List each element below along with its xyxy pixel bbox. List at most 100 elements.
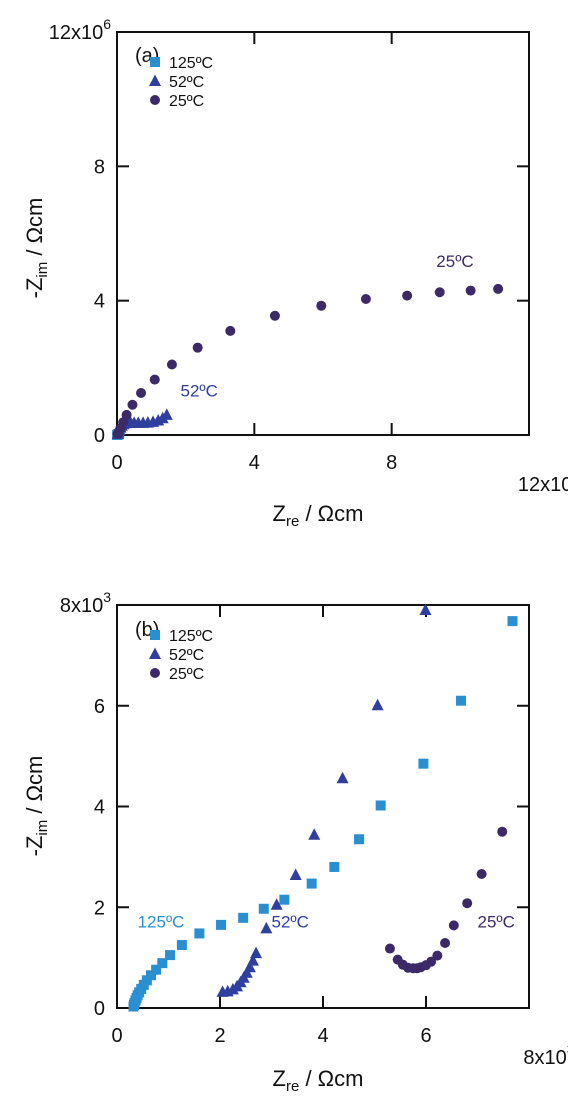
y-tick-label: 0: [94, 998, 105, 1020]
panel-a-y-axis-label-main: -Z: [22, 278, 47, 299]
data-point-square: [354, 834, 365, 845]
y-tick-label: 4: [94, 291, 105, 313]
annotation-label: 25ºC: [478, 912, 515, 931]
data-point-square: [306, 878, 317, 889]
panel-a-x-axis-label-main: Z: [273, 501, 286, 526]
panel-a-x-axis-label-unit: / Ωcm: [299, 501, 363, 526]
data-point-circle: [476, 869, 487, 880]
data-point-square: [279, 894, 290, 905]
y-tick-label: 4: [94, 797, 105, 819]
x-tick-label: 2: [214, 1025, 225, 1047]
panel-b-legend: 125ºC 52ºC 25ºC: [149, 628, 213, 683]
panel-a-ticks: [117, 32, 529, 435]
panel-a-x-axis-label-sub: re: [286, 513, 299, 530]
annotation-label: 52ºC: [181, 381, 218, 400]
x-tick-exponent: 3: [567, 1041, 568, 1057]
panel-a-legend: 125ºC 52ºC 25ºC: [149, 55, 213, 110]
data-point-circle: [127, 399, 138, 410]
x-tick-label: 0: [111, 452, 122, 474]
data-point-circle: [434, 287, 445, 298]
y-tick-label: 8: [94, 156, 105, 178]
data-point-square: [141, 975, 152, 986]
annotation-label: 25ºC: [436, 252, 473, 271]
x-tick-label: 4: [249, 452, 260, 474]
data-point-square: [329, 861, 340, 872]
y-tick-label: 12x106: [49, 16, 112, 44]
x-tick-label: 4: [317, 1025, 328, 1047]
legend-marker-circle: [150, 668, 160, 678]
data-point-circle: [360, 293, 371, 304]
data-point-circle: [493, 283, 504, 294]
data-point-square: [194, 928, 205, 939]
x-tick-label: 8: [386, 452, 397, 474]
data-point-circle: [316, 300, 327, 311]
data-point-triangle: [160, 408, 173, 420]
panel-b-data-points: [128, 603, 518, 1012]
panel-b-annotations: 125ºC 52ºC 25ºC: [138, 912, 515, 931]
data-point-circle: [465, 285, 476, 296]
legend-entry-label: 125ºC: [169, 628, 213, 645]
data-point-circle: [225, 325, 236, 336]
x-tick-label: 6: [420, 1025, 431, 1047]
data-point-triangle: [289, 868, 302, 881]
data-point-circle: [269, 310, 280, 321]
data-point-circle: [384, 943, 395, 954]
data-point-triangle: [246, 954, 259, 966]
panel-b-y-axis-label-unit: / Ωcm: [22, 756, 47, 820]
legend-entry-label: 52ºC: [169, 74, 204, 91]
panel-a-y-axis-label-sub: im: [34, 262, 51, 278]
panel-b-x-axis-label-main: Z: [273, 1066, 286, 1091]
y-tick-label: 8x103: [60, 589, 111, 617]
y-tick-label: 2: [94, 897, 105, 919]
data-point-circle: [166, 359, 177, 370]
annotation-label: 52ºC: [272, 912, 309, 931]
data-point-square: [145, 970, 156, 981]
panel-b-x-axis-label: Zre / Ωcm: [273, 1066, 364, 1095]
legend-marker-square: [150, 57, 160, 67]
legend-marker-circle: [150, 95, 160, 105]
panel-a-y-axis-label: -Zim / Ωcm: [22, 198, 51, 299]
data-point-circle: [448, 920, 459, 931]
data-point-square: [456, 695, 467, 706]
data-point-circle: [426, 956, 437, 967]
data-point-circle: [432, 950, 443, 961]
y-tick-label: 0: [94, 425, 105, 447]
data-point-circle: [192, 342, 203, 353]
data-point-square: [418, 758, 429, 769]
data-point-square: [216, 919, 227, 930]
panel-a-data-points: [111, 283, 504, 440]
x-tick-label: 12x106: [518, 468, 568, 496]
data-point-circle: [440, 938, 451, 949]
panel-a-y-axis-label-unit: / Ωcm: [22, 198, 47, 262]
panel-a-x-axis-label: Zre / Ωcm: [273, 501, 364, 530]
data-point-square: [238, 912, 249, 923]
legend-marker-triangle: [149, 74, 161, 86]
data-point-circle: [402, 290, 413, 301]
data-point-triangle: [260, 921, 273, 934]
x-tick-label: 8x103: [523, 1041, 568, 1069]
data-point-triangle: [250, 946, 263, 959]
data-point-circle: [462, 898, 473, 909]
data-point-square: [176, 940, 187, 951]
data-point-square: [258, 903, 269, 914]
legend-entry-label: 25ºC: [169, 93, 204, 110]
data-point-triangle: [270, 898, 283, 910]
y-tick-exponent: 3: [103, 589, 111, 605]
data-point-circle: [121, 409, 132, 420]
data-point-triangle: [371, 698, 384, 711]
data-point-square: [507, 616, 518, 627]
data-point-square: [157, 958, 168, 969]
data-point-triangle: [308, 828, 321, 840]
panel-b-x-axis-label-sub: re: [286, 1078, 299, 1095]
y-tick-label: 6: [94, 696, 105, 718]
y-tick-exponent: 6: [103, 16, 111, 32]
panel-b-y-axis-label-sub: im: [34, 820, 51, 836]
data-point-square: [151, 964, 162, 975]
data-point-circle: [136, 388, 147, 399]
legend-entry-label: 125ºC: [169, 55, 213, 72]
legend-entry-label: 25ºC: [169, 666, 204, 683]
legend-entry-label: 52ºC: [169, 647, 204, 664]
data-point-circle: [149, 374, 160, 385]
